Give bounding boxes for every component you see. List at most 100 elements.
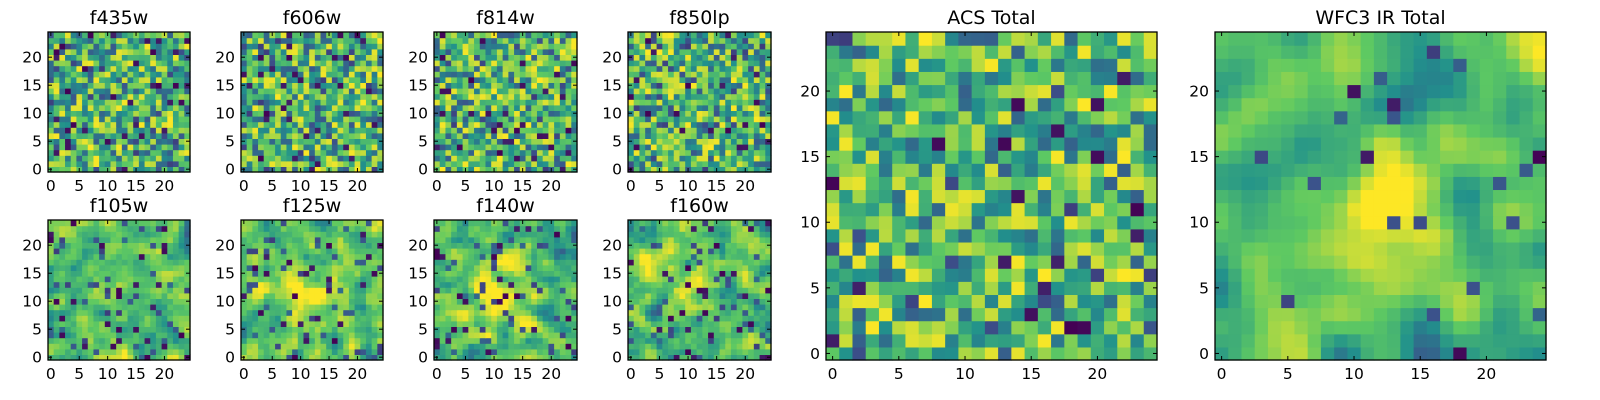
heatmap-cell bbox=[365, 326, 373, 333]
heatmap-cell bbox=[138, 160, 146, 167]
heatmap-cell bbox=[462, 287, 469, 294]
heatmap-cell bbox=[59, 270, 66, 277]
heatmap-cell bbox=[633, 76, 641, 83]
heatmap-cell bbox=[531, 343, 538, 350]
heatmap-cell bbox=[275, 220, 282, 227]
heatmap-cell bbox=[53, 253, 60, 260]
heatmap-cell bbox=[759, 88, 766, 95]
heatmap-cell bbox=[263, 292, 270, 299]
heatmap-cell bbox=[269, 65, 276, 72]
heatmap-cell bbox=[702, 121, 709, 128]
heatmap-cell bbox=[725, 93, 732, 100]
heatmap-cell bbox=[519, 60, 527, 67]
heatmap-cell bbox=[155, 248, 163, 255]
heatmap-cell bbox=[59, 292, 66, 299]
heatmap-cell bbox=[178, 242, 185, 249]
heatmap-cell bbox=[485, 144, 492, 151]
heatmap-cell bbox=[525, 304, 532, 311]
heatmap-cell bbox=[696, 348, 703, 355]
heatmap-cell bbox=[742, 71, 749, 78]
heatmap-cell bbox=[246, 65, 253, 72]
heatmap-cell bbox=[502, 315, 509, 322]
heatmap-cell bbox=[468, 343, 475, 350]
heatmap-cell bbox=[628, 281, 635, 288]
heatmap-cell bbox=[348, 132, 356, 139]
heatmap-cell bbox=[456, 155, 464, 162]
heatmap-cell bbox=[708, 54, 715, 61]
heatmap-cell bbox=[474, 166, 481, 173]
heatmap-cell bbox=[365, 155, 373, 162]
heatmap-cell bbox=[456, 132, 464, 139]
heatmap-cell bbox=[82, 337, 89, 344]
heatmap-cell bbox=[127, 320, 134, 327]
heatmap-cell bbox=[719, 348, 726, 355]
heatmap-cell bbox=[514, 348, 521, 355]
heatmap-cell bbox=[525, 88, 532, 95]
heatmap-cell bbox=[127, 231, 134, 238]
heatmap-cell bbox=[725, 320, 732, 327]
heatmap-cell bbox=[82, 144, 89, 151]
heatmap-cell bbox=[314, 88, 322, 95]
heatmap-cell bbox=[548, 116, 555, 123]
heatmap-cell bbox=[571, 32, 578, 39]
heatmap-cell bbox=[474, 54, 481, 61]
heatmap-cell bbox=[371, 337, 378, 344]
heatmap-cell bbox=[93, 264, 100, 271]
heatmap-cell bbox=[365, 231, 373, 238]
heatmap-cell bbox=[468, 65, 475, 72]
heatmap-cell bbox=[93, 253, 100, 260]
panel-title: f105w bbox=[90, 195, 149, 217]
heatmap-cell bbox=[127, 99, 134, 106]
heatmap-cell bbox=[708, 320, 715, 327]
heatmap-cell bbox=[491, 127, 498, 134]
heatmap-cell bbox=[121, 43, 129, 50]
heatmap-cell bbox=[536, 88, 544, 95]
heatmap-cell bbox=[280, 166, 288, 173]
heatmap-cell bbox=[536, 132, 544, 139]
heatmap-cell bbox=[639, 116, 646, 123]
heatmap-cell bbox=[451, 132, 458, 139]
heatmap-cell bbox=[65, 104, 72, 111]
heatmap-cell bbox=[53, 104, 60, 111]
heatmap-cell bbox=[554, 326, 561, 333]
heatmap-cell bbox=[144, 332, 151, 339]
heatmap-cell bbox=[462, 65, 469, 72]
heatmap-cell bbox=[70, 166, 77, 173]
heatmap-cell bbox=[462, 343, 469, 350]
heatmap-cell bbox=[702, 93, 709, 100]
heatmap-cell bbox=[742, 82, 749, 89]
heatmap-cell bbox=[150, 270, 157, 277]
heatmap-cell bbox=[161, 71, 168, 78]
heatmap-cell bbox=[93, 60, 100, 67]
heatmap-cell bbox=[360, 93, 367, 100]
heatmap-cell bbox=[76, 281, 83, 288]
heatmap-cell bbox=[138, 343, 146, 350]
heatmap-cell bbox=[269, 231, 276, 238]
heatmap-cell bbox=[662, 32, 669, 39]
heatmap-cell bbox=[258, 43, 265, 50]
heatmap-cell bbox=[377, 149, 384, 156]
heatmap-cell bbox=[748, 287, 755, 294]
heatmap-cell bbox=[377, 264, 384, 271]
heatmap-cell bbox=[559, 270, 567, 277]
heatmap-cell bbox=[252, 127, 259, 134]
heatmap-cell bbox=[377, 248, 384, 255]
heatmap-cell bbox=[331, 54, 339, 61]
heatmap-cell bbox=[474, 287, 481, 294]
heatmap-cell bbox=[377, 348, 384, 355]
heatmap-cell bbox=[628, 116, 635, 123]
heatmap-cell bbox=[263, 110, 270, 117]
heatmap-cell bbox=[172, 287, 180, 294]
heatmap-cell bbox=[730, 281, 738, 288]
heatmap-cell bbox=[662, 149, 669, 156]
heatmap-cell bbox=[456, 270, 464, 277]
heatmap-cell bbox=[468, 326, 475, 333]
heatmap-cell bbox=[99, 48, 106, 55]
heatmap-cell bbox=[542, 65, 549, 72]
heatmap-cell bbox=[104, 116, 112, 123]
heatmap-cell bbox=[133, 309, 140, 316]
heatmap-cell bbox=[320, 315, 327, 322]
heatmap-cell bbox=[263, 132, 270, 139]
heatmap-cell bbox=[269, 60, 276, 67]
heatmap-cell bbox=[685, 54, 692, 61]
